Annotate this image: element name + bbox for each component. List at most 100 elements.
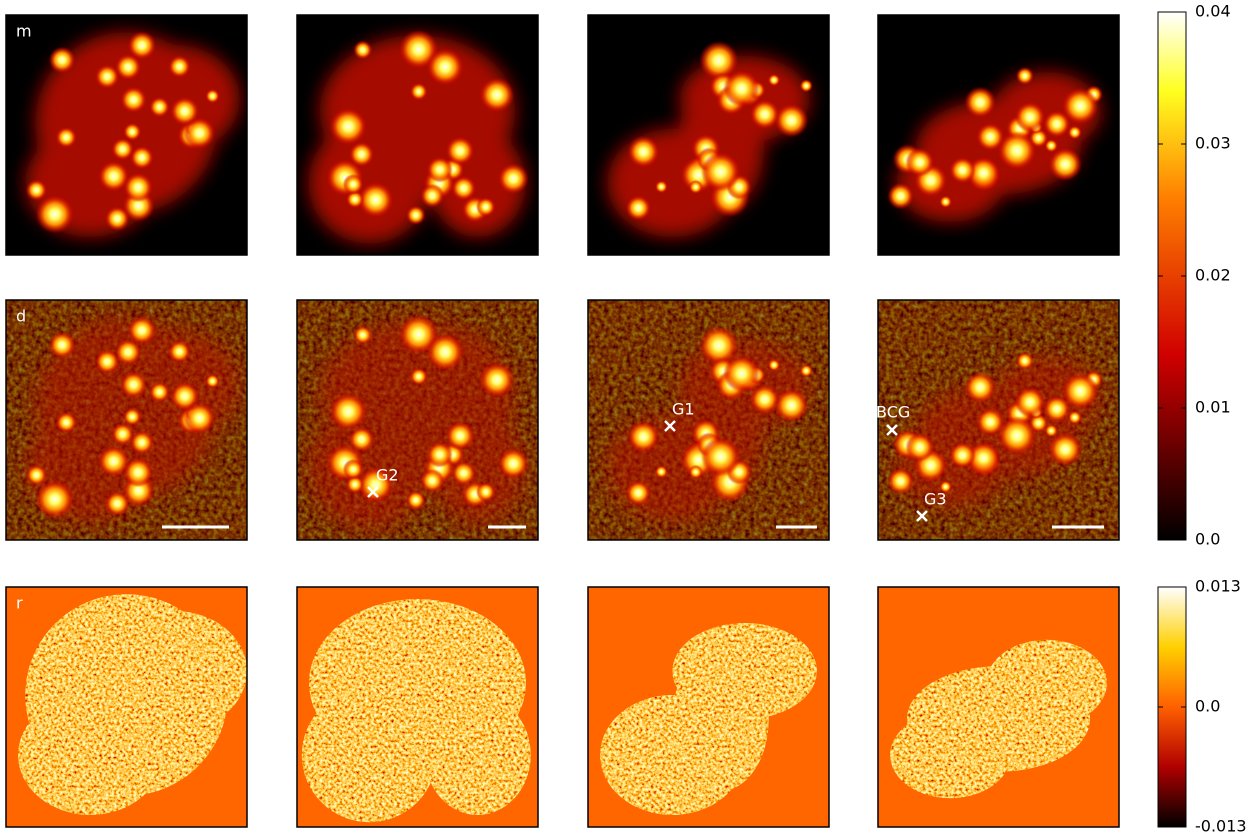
marker-cross <box>367 486 379 498</box>
blob <box>445 421 475 451</box>
blob <box>1014 386 1046 418</box>
blob <box>342 173 364 195</box>
region <box>672 647 769 791</box>
blob <box>451 460 477 486</box>
blob <box>1014 101 1046 133</box>
blob <box>1044 138 1059 153</box>
colorbar-tick-label: 0.013 <box>1195 577 1241 596</box>
residual-region <box>890 639 1107 799</box>
blob <box>426 333 464 371</box>
blob <box>451 175 477 201</box>
blob <box>345 190 364 209</box>
blob <box>627 135 660 168</box>
blob <box>688 179 703 195</box>
blob <box>1043 110 1071 138</box>
blob <box>479 77 515 113</box>
blob <box>104 491 130 516</box>
blob <box>348 426 375 453</box>
blob <box>700 151 741 192</box>
row-label: d <box>16 307 26 326</box>
blob <box>1015 66 1034 85</box>
panel-frame <box>877 14 1120 256</box>
colorbar-tick-label: -0.013 <box>1195 817 1247 836</box>
blob <box>170 381 200 411</box>
blob <box>688 464 703 480</box>
region <box>986 639 1107 727</box>
blob <box>475 482 496 502</box>
blob <box>967 441 1000 475</box>
blob <box>329 107 368 146</box>
panel-frame <box>5 14 248 256</box>
blob <box>967 156 1000 190</box>
blob <box>497 163 529 195</box>
blob <box>357 181 394 218</box>
blob <box>767 73 781 87</box>
blob <box>949 441 976 469</box>
residual-region <box>18 594 247 815</box>
blob <box>997 416 1037 456</box>
blob <box>329 392 368 431</box>
blob <box>123 457 154 488</box>
panel-frame <box>877 586 1120 828</box>
blob <box>406 205 426 225</box>
blob <box>111 137 134 161</box>
blob <box>723 355 761 393</box>
row-label: r <box>16 594 23 613</box>
blob <box>767 358 781 372</box>
panel <box>588 587 829 827</box>
panel-frame <box>296 586 539 828</box>
blob <box>129 430 154 455</box>
blob <box>406 490 426 510</box>
blob <box>348 141 375 168</box>
blob <box>48 46 76 74</box>
blob <box>123 407 142 426</box>
blob <box>25 464 48 486</box>
region <box>18 695 163 815</box>
blob <box>939 195 952 209</box>
blob <box>749 99 780 130</box>
blob <box>774 388 809 423</box>
panel <box>6 300 247 540</box>
blob <box>976 122 1005 151</box>
marker-cross <box>664 420 676 432</box>
panel <box>588 300 829 540</box>
colorbar-tick-label: 0.0 <box>1195 697 1220 716</box>
blob <box>168 55 191 78</box>
blob <box>409 82 428 101</box>
blob <box>48 331 76 359</box>
colorbar-tick-label: 0.04 <box>1195 2 1231 21</box>
blob <box>94 349 120 374</box>
marker-label: G1 <box>672 400 695 419</box>
colorbar-tick-label: 0.01 <box>1195 398 1231 417</box>
blob <box>111 422 134 446</box>
panel <box>297 587 538 827</box>
blob <box>939 480 952 494</box>
blob <box>654 180 668 194</box>
blob <box>1043 395 1071 423</box>
blob <box>183 117 216 150</box>
marker-label: BCG <box>876 403 910 422</box>
panel <box>297 300 538 540</box>
blob <box>357 466 394 503</box>
panel <box>878 300 1119 540</box>
blob <box>25 179 48 201</box>
blob <box>699 40 739 81</box>
overlay: m d r G2 G1 BCG G3 0.0 0.01 0.02 0.03 0.04 -0.013 0.0… <box>5 2 1247 836</box>
panel <box>6 15 247 255</box>
glow-shape <box>308 122 431 244</box>
row-label: m <box>16 22 32 41</box>
blob <box>205 88 220 104</box>
blob <box>799 79 813 93</box>
blob <box>1061 87 1099 125</box>
blob <box>627 420 660 453</box>
blob <box>774 103 809 138</box>
blob <box>723 70 761 108</box>
blob <box>475 197 496 217</box>
residual-region <box>600 623 817 815</box>
blob <box>625 480 652 506</box>
blob <box>700 436 741 477</box>
blob <box>127 316 157 345</box>
blob <box>168 340 191 363</box>
blob <box>949 156 976 184</box>
